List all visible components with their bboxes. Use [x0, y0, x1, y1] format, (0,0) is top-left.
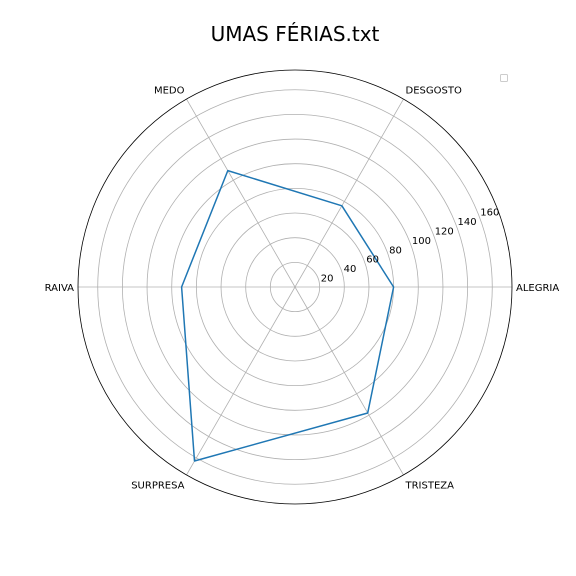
radial-tick-160: 160 [480, 208, 499, 219]
radial-tick-140: 140 [458, 217, 477, 228]
spoke-surpresa [186, 286, 296, 476]
chart-title: UMAS FÉRIAS.txt [211, 22, 380, 46]
category-label-alegria: ALEGRIA [516, 283, 559, 294]
category-label-medo: MEDO [154, 86, 185, 97]
category-label-tristeza: TRISTEZA [405, 480, 455, 491]
spoke-medo [186, 98, 296, 288]
grid [77, 69, 513, 505]
radial-tick-60: 60 [366, 255, 379, 266]
series-line-0 [180, 169, 395, 462]
spoke-tristeza [294, 286, 404, 476]
empty-legend-box [500, 74, 508, 82]
category-labels: ALEGRIA DESGOSTO MEDO RAIVA SURPRESA TRISTEZA [45, 86, 560, 492]
outer-frame [77, 69, 513, 505]
spoke-desgosto [294, 98, 404, 288]
radial-tick-120: 120 [435, 226, 454, 237]
radial-tick-100: 100 [412, 236, 431, 247]
category-label-desgosto: DESGOSTO [406, 86, 462, 97]
category-label-surpresa: SURPRESA [131, 480, 184, 491]
radial-tick-40: 40 [344, 264, 357, 275]
series-layer [180, 169, 395, 462]
radial-tick-80: 80 [389, 245, 402, 256]
category-label-raiva: RAIVA [45, 283, 75, 294]
radial-tick-20: 20 [321, 274, 334, 285]
